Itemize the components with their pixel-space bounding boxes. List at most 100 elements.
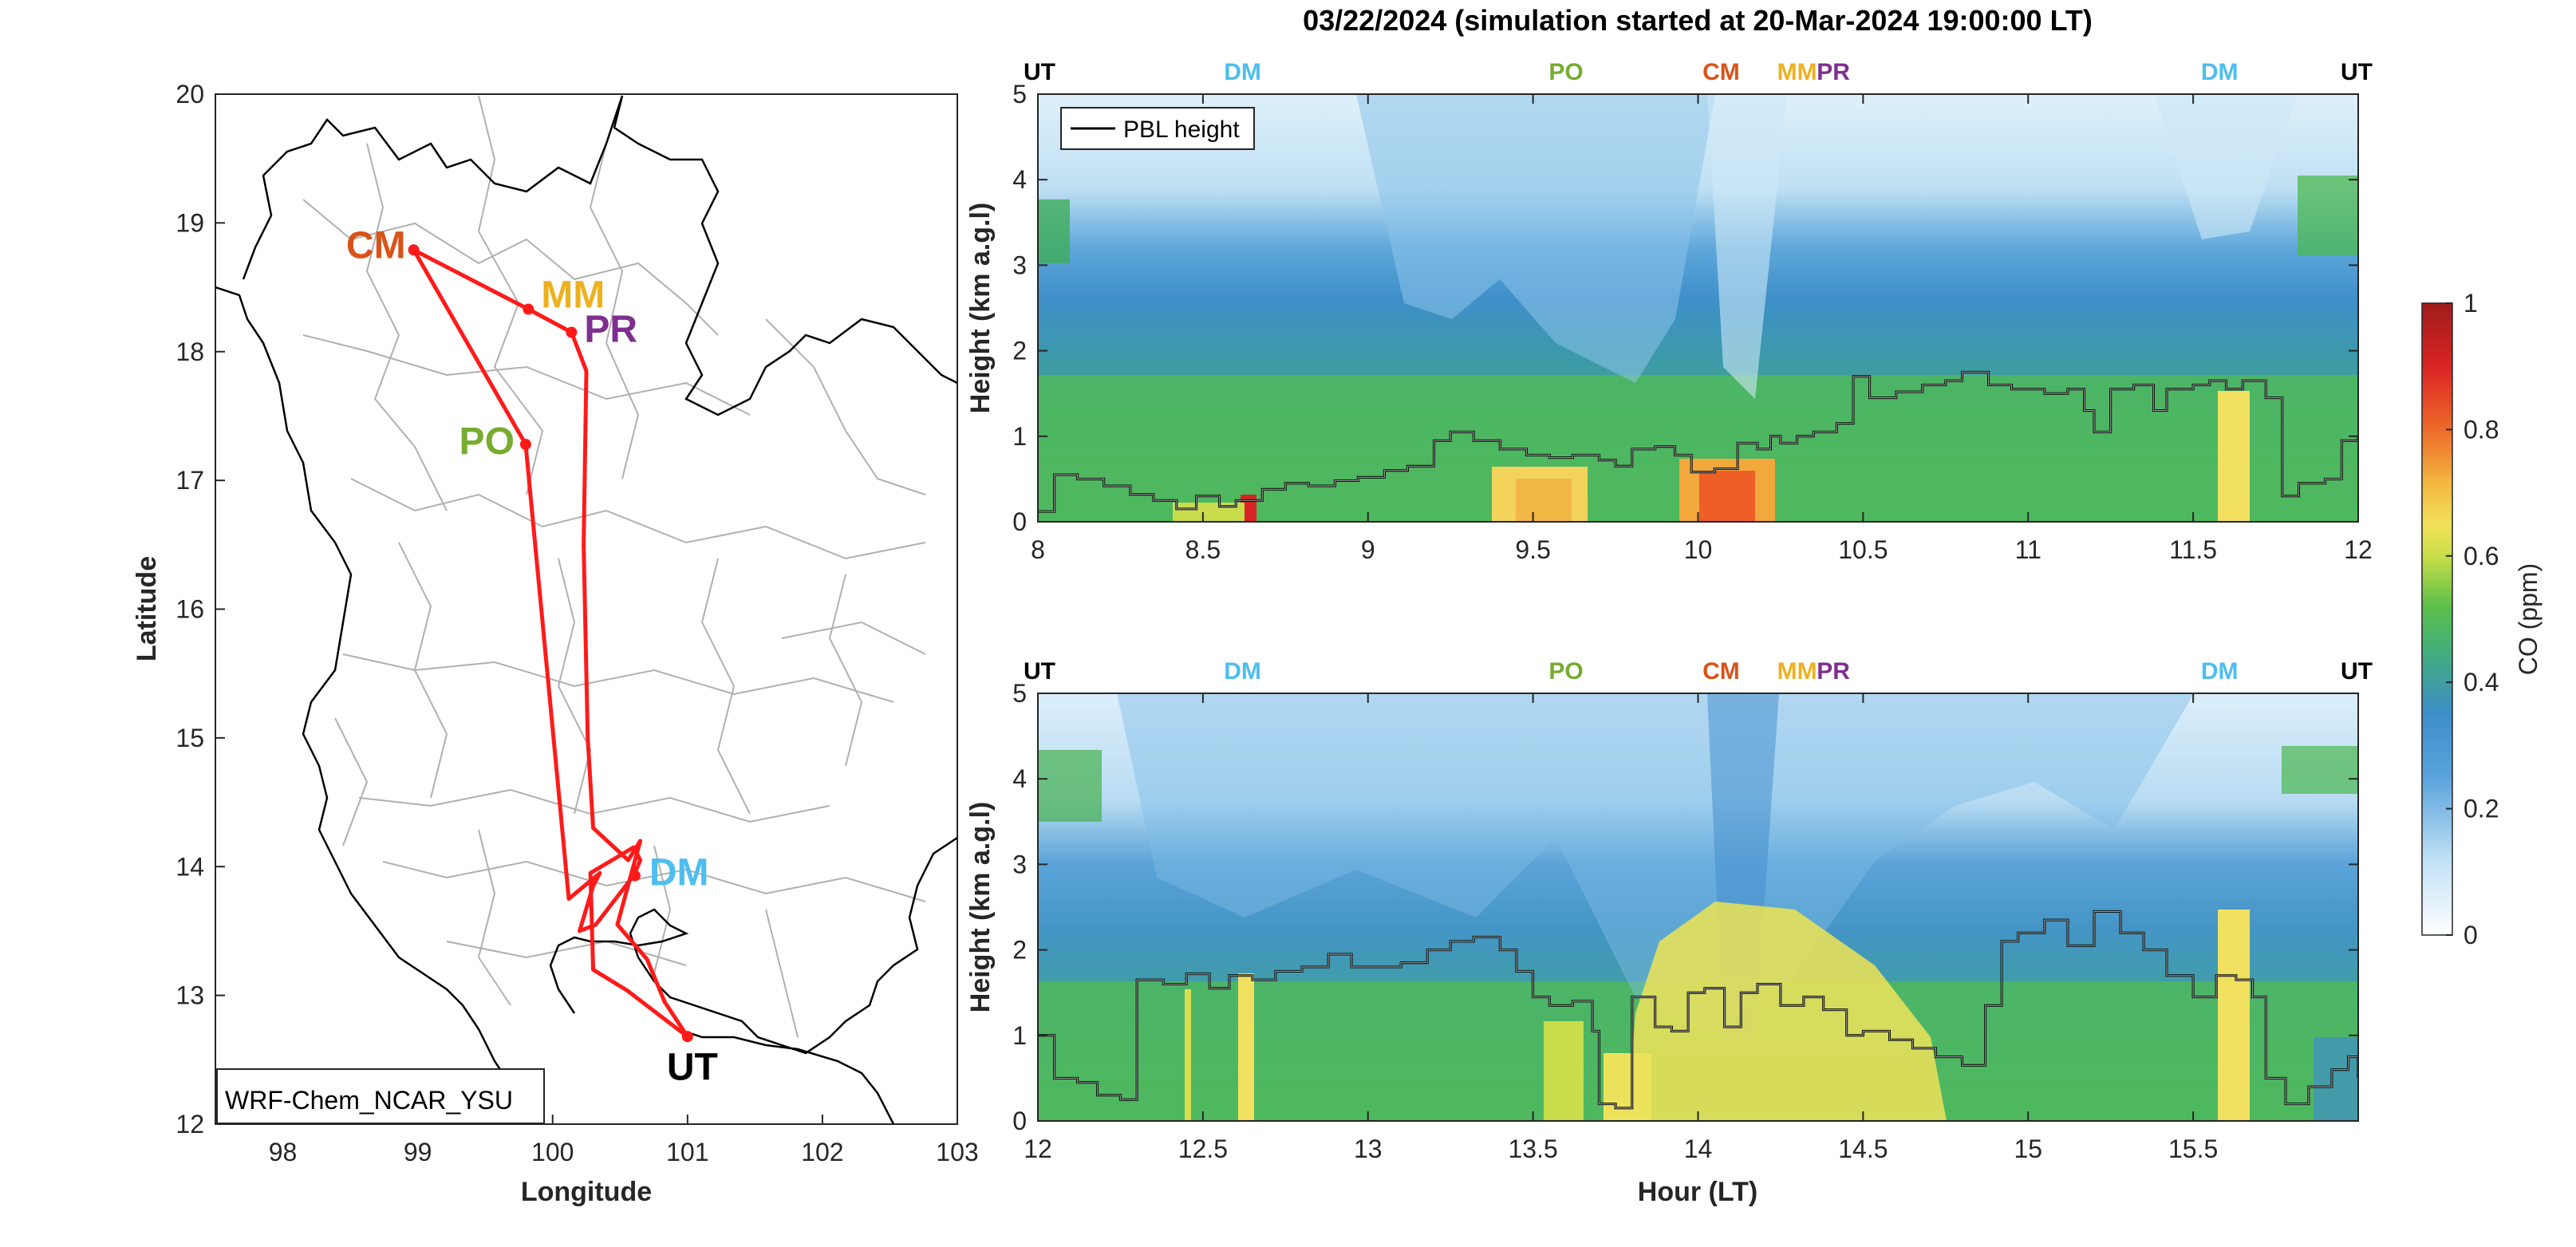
- top-ytick-label: 3: [1012, 251, 1027, 279]
- map-xtick-label: 98: [269, 1138, 298, 1166]
- bottom-ytick-label: 1: [1012, 1021, 1027, 1050]
- map-ytick-label: 15: [176, 724, 204, 752]
- map-label-po: PO: [460, 420, 515, 463]
- map-ytick-label: 18: [176, 337, 204, 366]
- map-xtick-label: 103: [936, 1138, 978, 1166]
- map-xtick-label: 100: [531, 1138, 574, 1166]
- colorbar-tick-label: 0.8: [2464, 415, 2499, 444]
- top-heatmap: [1038, 94, 2358, 522]
- map-label-cm: CM: [346, 224, 406, 266]
- bottom-top-label-dm: DM: [2201, 658, 2239, 685]
- colorbar-tick-label: 0.4: [2464, 668, 2499, 697]
- map-point-pr: [566, 326, 578, 338]
- top-top-label-cm: CM: [1702, 59, 1740, 85]
- bottom-top-label-ut: UT: [1024, 658, 1055, 685]
- map-xtick-label: 101: [666, 1138, 708, 1166]
- bottom-ylabel: Height (km a.g.l): [965, 802, 996, 1012]
- bottom-top-label-ut: UT: [2341, 658, 2373, 685]
- top-top-label-ut: UT: [2341, 59, 2373, 85]
- map-location-dots: [408, 244, 693, 1043]
- colorbar-tick-label: 0.2: [2464, 795, 2499, 823]
- bottom-xtick-label: 12.5: [1178, 1135, 1228, 1163]
- colorbar-ticks: 0 0.2 0.4 0.6 0.8 1: [2446, 289, 2499, 949]
- map-ytick-label: 16: [176, 595, 204, 624]
- map-track: [412, 247, 689, 1039]
- bottom-ytick-label: 0: [1012, 1107, 1027, 1135]
- top-top-label-dm: DM: [2201, 59, 2239, 85]
- top-legend: PBL height: [1060, 107, 1255, 150]
- map-point-dm: [629, 870, 641, 882]
- top-x-ticks: 8 8.5 9 9.5 10 10.5 11 11.5 12: [1031, 94, 2373, 564]
- bottom-top-label-cm: CM: [1702, 658, 1740, 685]
- top-y-ticks: 0 1 2 3 4 5: [1012, 80, 2358, 536]
- bottom-xtick-label: 14.5: [1838, 1135, 1888, 1163]
- bottom-pbl-line-outline: [1038, 910, 2358, 1109]
- top-location-labels: UT DM PO CM MM PR DM UT: [1024, 59, 2373, 85]
- top-top-label-mm: MM: [1777, 59, 1817, 85]
- top-ytick-label: 5: [1012, 80, 1027, 109]
- top-ylabel: Height (km a.g.l): [965, 203, 996, 413]
- top-xtick-label: 8.5: [1185, 535, 1221, 564]
- map-label-dm: DM: [649, 852, 709, 894]
- top-xtick-label: 9: [1361, 535, 1375, 564]
- figure-title: 03/22/2024 (simulation started at 20-Mar…: [1303, 4, 2093, 37]
- top-ytick-label: 2: [1012, 337, 1027, 365]
- bottom-xlabel: Hour (LT): [1638, 1177, 1757, 1207]
- bottom-top-label-mm: MM: [1777, 658, 1817, 685]
- map-xtick-label: 102: [801, 1138, 843, 1166]
- top-pbl-line-outline: [1038, 371, 2358, 512]
- map-ytick-label: 13: [176, 981, 204, 1010]
- map-y-ticks: 12 13 14 15 16 17 18 19 20: [176, 80, 225, 1138]
- top-xtick-label: 9.5: [1515, 535, 1550, 564]
- model-label-box: [216, 1068, 545, 1124]
- map-label-mm: MM: [541, 274, 605, 316]
- top-xtick-label: 11: [2015, 535, 2041, 564]
- top-top-label-po: PO: [1548, 59, 1583, 85]
- bottom-ytick-label: 4: [1012, 764, 1027, 793]
- map-xlabel: Longitude: [521, 1177, 652, 1207]
- bottom-top-label-pr: PR: [1817, 658, 1850, 685]
- legend-pbl-label: PBL height: [1123, 116, 1240, 143]
- bottom-top-label-dm: DM: [1224, 658, 1261, 685]
- top-top-label-ut: UT: [1024, 59, 1055, 85]
- top-ytick-label: 0: [1012, 507, 1027, 536]
- top-xtick-label: 10: [1684, 535, 1713, 564]
- map-ylabel: Latitude: [132, 556, 162, 661]
- colorbar-tick-label: 1: [2464, 289, 2478, 318]
- map-point-cm: [408, 244, 420, 256]
- map-ytick-label: 14: [176, 852, 204, 881]
- map-point-ut: [681, 1031, 693, 1043]
- map-label-ut: UT: [667, 1046, 718, 1088]
- bottom-y-ticks: 0 1 2 3 4 5: [1012, 679, 2358, 1135]
- map-ytick-label: 20: [176, 80, 204, 109]
- bottom-ytick-label: 3: [1012, 850, 1027, 878]
- map-x-ticks: 98 99 100 101 102 103: [269, 1115, 979, 1166]
- bottom-ytick-label: 2: [1012, 936, 1027, 965]
- top-xtick-label: 11.5: [2169, 535, 2217, 564]
- top-xtick-label: 8: [1031, 535, 1045, 564]
- bottom-top-label-po: PO: [1548, 658, 1583, 685]
- top-ytick-label: 1: [1012, 422, 1027, 451]
- colorbar-label: CO (ppm): [2514, 563, 2542, 675]
- bottom-xtick-label: 14: [1684, 1135, 1713, 1163]
- top-top-label-dm: DM: [1224, 59, 1261, 85]
- top-ytick-label: 4: [1012, 165, 1027, 194]
- bottom-xtick-label: 15.5: [2168, 1135, 2218, 1163]
- bottom-xtick-label: 13: [1354, 1135, 1383, 1163]
- bottom-xtick-label: 15: [2014, 1135, 2042, 1163]
- map-point-mm: [523, 303, 535, 315]
- colorbar-tick-label: 0.6: [2464, 542, 2499, 570]
- colorbar-tick-label: 0: [2464, 921, 2478, 949]
- top-xtick-label: 12: [2344, 535, 2373, 564]
- bottom-ytick-label: 5: [1012, 679, 1027, 708]
- colorbar-gradient: [2421, 302, 2453, 936]
- model-label: WRF-Chem_NCAR_YSU: [225, 1086, 513, 1115]
- bottom-x-ticks: 12 12.5 13 13.5 14 14.5 15 15.5: [1024, 693, 2218, 1163]
- map-xtick-label: 99: [404, 1138, 432, 1166]
- top-xtick-label: 10.5: [1838, 535, 1888, 564]
- colorbar: 0 0.2 0.4 0.6 0.8 1 CO (ppm): [2421, 289, 2542, 949]
